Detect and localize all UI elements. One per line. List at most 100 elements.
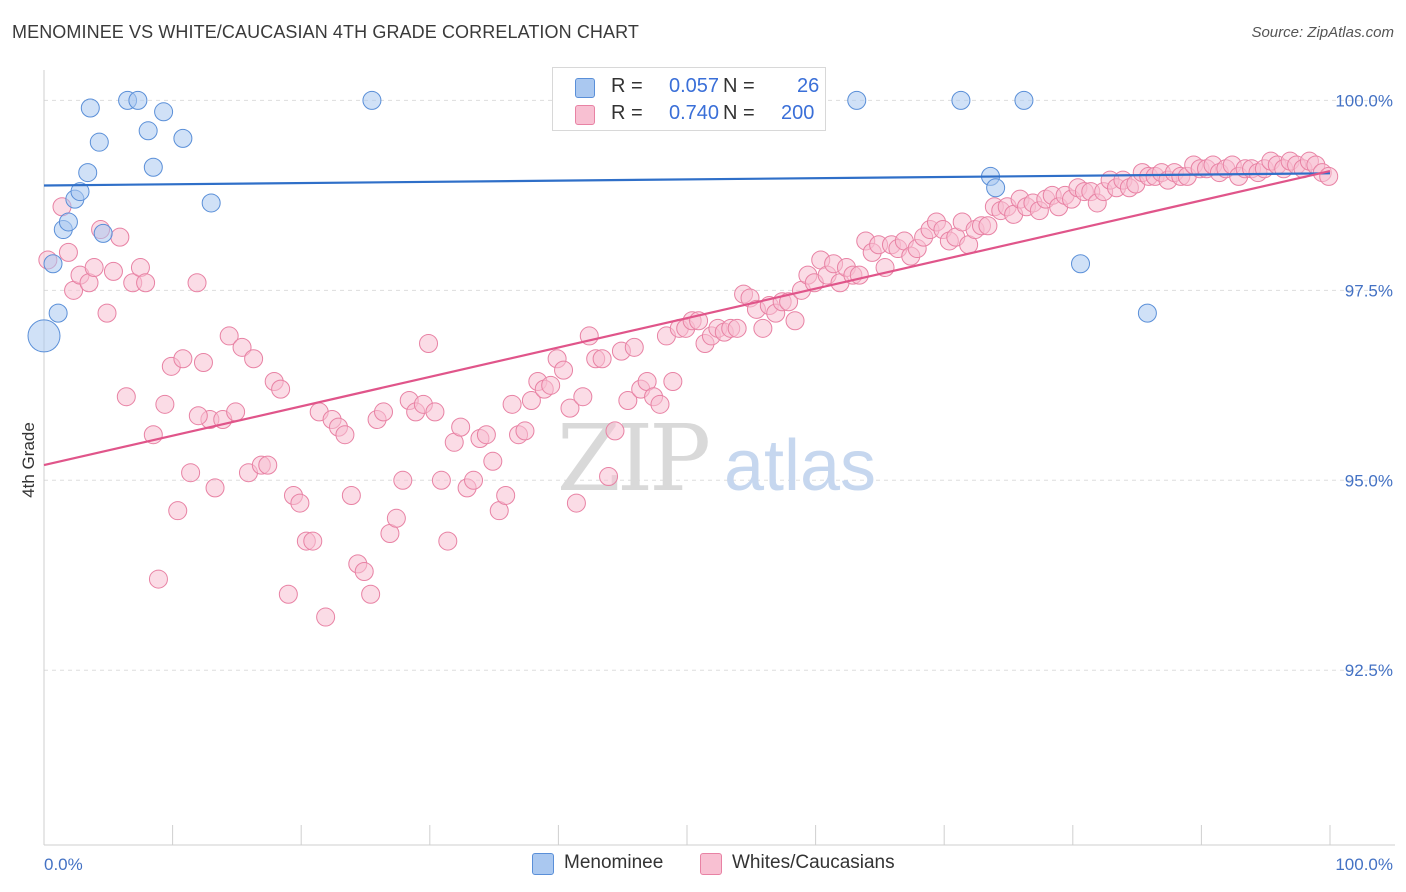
series-legend: Menominee Whites/Caucasians [0, 852, 1406, 878]
whites-point [168, 501, 188, 521]
legend-r-value: 0.740 [669, 102, 720, 124]
watermark-zip: ZIP [557, 405, 708, 512]
menominee-point [93, 223, 113, 243]
menominee-point [78, 163, 98, 183]
whites-point [316, 607, 336, 627]
whites-point [181, 463, 201, 483]
watermark-atlas: atlas [724, 426, 876, 506]
whites-point [521, 391, 541, 411]
menominee-point [847, 90, 867, 110]
whites-point [464, 470, 484, 490]
whites-point [110, 227, 130, 247]
grid-lines [44, 99, 1395, 671]
whites-point [290, 493, 310, 513]
whites-point [232, 337, 252, 357]
legend-swatch-blue [532, 853, 554, 875]
whites-point [188, 406, 208, 426]
legend-n-value: 200 [781, 102, 815, 124]
whites-point [496, 485, 516, 505]
legend-r-label: R = [611, 102, 643, 124]
menominee-point [128, 90, 148, 110]
whites-point [978, 216, 998, 236]
whites-point [451, 417, 471, 437]
legend-swatch-pink [575, 105, 595, 125]
whites-point [116, 387, 136, 407]
chart-title: MENOMINEE VS WHITE/CAUCASIAN 4TH GRADE C… [12, 22, 640, 42]
whites-point [599, 466, 619, 486]
x-tick-label: 100.0% [1335, 855, 1393, 874]
menominee-point [1137, 303, 1157, 323]
whites-point [148, 569, 168, 589]
whites-point [476, 425, 496, 445]
y-tick-label: 92.5% [1345, 661, 1393, 680]
whites-point [244, 349, 264, 369]
whites-point [278, 584, 298, 604]
menominee-point [48, 303, 68, 323]
whites-point [386, 508, 406, 528]
y-axis-label: 4th Grade [19, 422, 38, 498]
whites-point [258, 455, 278, 475]
whites-point [753, 318, 773, 338]
whites-point [483, 451, 503, 471]
whites-point [136, 273, 156, 293]
whites-point [173, 349, 193, 369]
whites-point [155, 394, 175, 414]
whites-point [849, 265, 869, 285]
whites-point [727, 318, 747, 338]
menominee-point [143, 157, 163, 177]
chart-source: Source: ZipAtlas.com [1251, 24, 1394, 41]
legend-n-label: N = [723, 102, 755, 124]
legend-swatch-pink [700, 853, 722, 875]
whites-point [618, 391, 638, 411]
whites-point [573, 387, 593, 407]
y-tick-label: 95.0% [1345, 471, 1393, 490]
axes [43, 70, 1395, 846]
series-menominee [27, 90, 1157, 353]
y-tick-label: 97.5% [1345, 281, 1393, 300]
whites-point [438, 531, 458, 551]
menominee-point [986, 178, 1006, 198]
stats-legend: R = 0.057 N = 26 R = 0.740 N = 200 [552, 67, 826, 131]
whites-point [431, 470, 451, 490]
legend-label-menominee: Menominee [564, 852, 664, 873]
whites-point [650, 394, 670, 414]
whites-point [425, 402, 445, 422]
menominee-point [173, 128, 193, 148]
whites-point [663, 372, 683, 392]
legend-swatch-blue [575, 78, 595, 98]
whites-point [560, 398, 580, 418]
axis-labels: 92.5% 95.0% 97.5% 100.0% 0.0% 100.0% 4th Grade [19, 91, 1393, 874]
whites-point [541, 375, 561, 395]
menominee-point [89, 132, 109, 152]
menominee-point [27, 319, 61, 353]
whites-point [205, 478, 225, 498]
x-tick-label: 0.0% [44, 855, 83, 874]
whites-point [341, 485, 361, 505]
whites-point [785, 311, 805, 331]
whites-point [361, 584, 381, 604]
whites-point [226, 402, 246, 422]
whites-point [354, 561, 374, 581]
whites-point [219, 326, 239, 346]
whites-point [303, 531, 323, 551]
legend-n-value: 26 [797, 75, 820, 97]
menominee-point [1014, 90, 1034, 110]
whites-point [58, 242, 78, 262]
whites-point [393, 470, 413, 490]
menominee-point [70, 182, 90, 202]
whites-point [1319, 166, 1339, 186]
menominee-point [43, 254, 63, 274]
whites-point [605, 421, 625, 441]
legend-n-label: N = [723, 75, 755, 97]
legend-label-whites: Whites/Caucasians [732, 852, 895, 873]
trend-line [43, 169, 1331, 467]
whites-point [624, 337, 644, 357]
whites-point [566, 493, 586, 513]
whites-point [84, 258, 104, 278]
whites-point [419, 334, 439, 354]
menominee-point [362, 90, 382, 110]
whites-point [502, 394, 522, 414]
menominee-point [80, 98, 100, 118]
whites-point [187, 273, 207, 293]
